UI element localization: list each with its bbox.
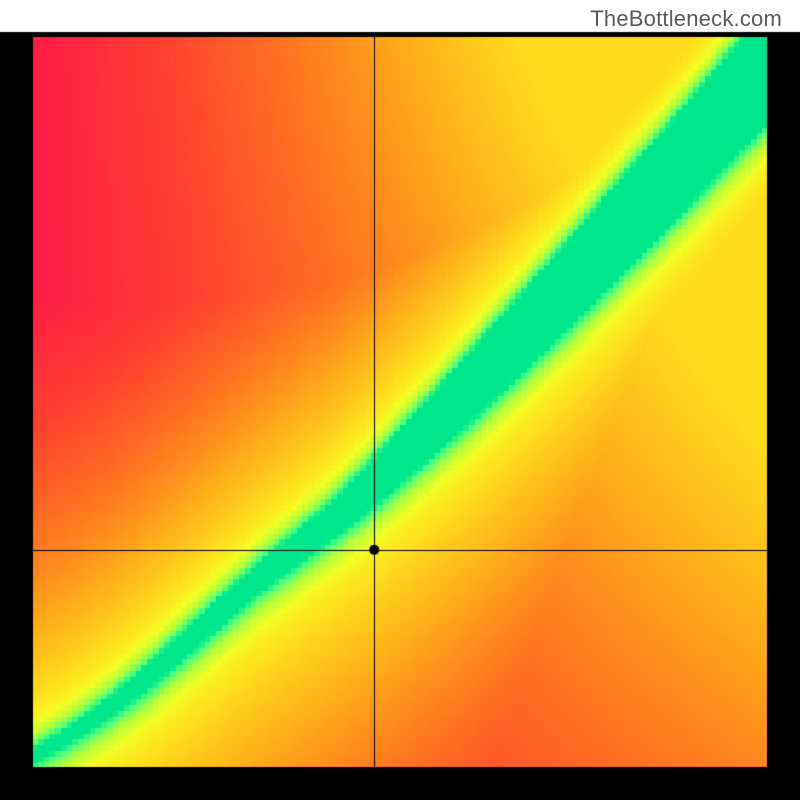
watermark-text: TheBottleneck.com [590, 6, 782, 32]
bottleneck-heatmap [0, 0, 800, 800]
